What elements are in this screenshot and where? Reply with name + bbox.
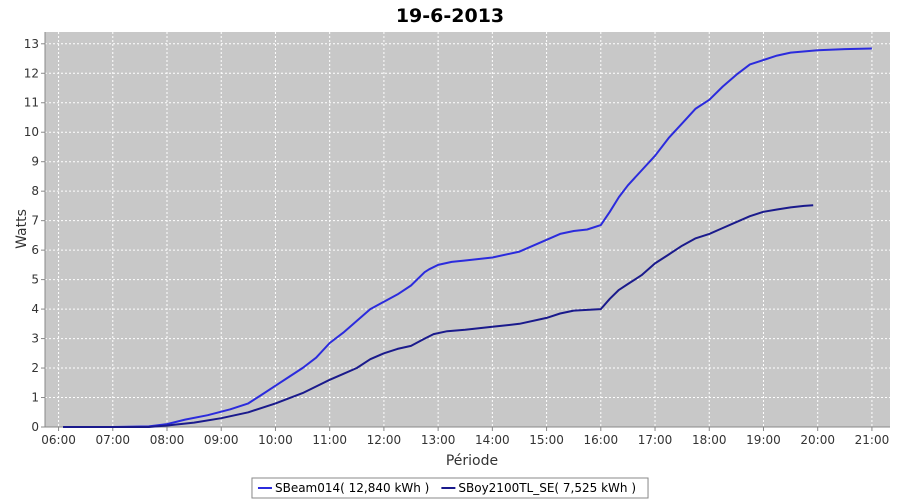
x-tick-label: 17:00 [638, 433, 673, 447]
series-line-1 [63, 47, 872, 428]
y-tick-label: 6 [31, 243, 39, 257]
x-tick-label: 11:00 [312, 433, 347, 447]
y-tick-label: 11 [24, 96, 39, 110]
x-tick-label: 09:00 [204, 433, 239, 447]
x-tick-label: 19:00 [746, 433, 781, 447]
y-tick-label: 4 [31, 302, 39, 316]
grid [45, 32, 890, 427]
y-tick-label: 8 [31, 184, 39, 198]
y-tick-label: 9 [31, 155, 39, 169]
y-tick-label: 5 [31, 273, 39, 287]
y-tick-label: 3 [31, 332, 39, 346]
y-tick-label: 12 [24, 66, 39, 80]
legend: SBeam014( 12,840 kWh ) SBoy2100TL_SE( 7,5… [251, 477, 649, 499]
legend-label-2: SBoy2100TL_SE( 7,525 kWh ) [458, 481, 636, 495]
x-tick-label: 10:00 [258, 433, 293, 447]
x-tick-label: 08:00 [150, 433, 185, 447]
y-tick-label: 7 [31, 214, 39, 228]
y-tick-label: 10 [24, 125, 39, 139]
plot-area [45, 32, 890, 427]
x-axis-label: Période [446, 453, 498, 469]
series-lines [63, 47, 872, 428]
x-tick-label: 12:00 [367, 433, 402, 447]
y-axis-label: Watts [14, 209, 30, 249]
x-tick-label: 14:00 [475, 433, 510, 447]
x-tick-label: 18:00 [692, 433, 727, 447]
x-tick-label: 07:00 [95, 433, 130, 447]
y-tick-label: 13 [24, 37, 39, 51]
y-tick-label: 2 [31, 361, 39, 375]
x-tick-label: 21:00 [855, 433, 890, 447]
x-tick-label: 20:00 [800, 433, 835, 447]
x-tick-label: 06:00 [41, 433, 76, 447]
series-line-2 [63, 204, 814, 428]
chart-title: 19-6-2013 [396, 5, 504, 27]
x-tick-label: 16:00 [584, 433, 619, 447]
x-tick-label: 13:00 [421, 433, 456, 447]
legend-label-1: SBeam014( 12,840 kWh ) [275, 481, 429, 495]
y-tick-label: 0 [31, 420, 39, 434]
x-tick-label: 15:00 [529, 433, 564, 447]
y-tick-label: 1 [31, 391, 39, 405]
